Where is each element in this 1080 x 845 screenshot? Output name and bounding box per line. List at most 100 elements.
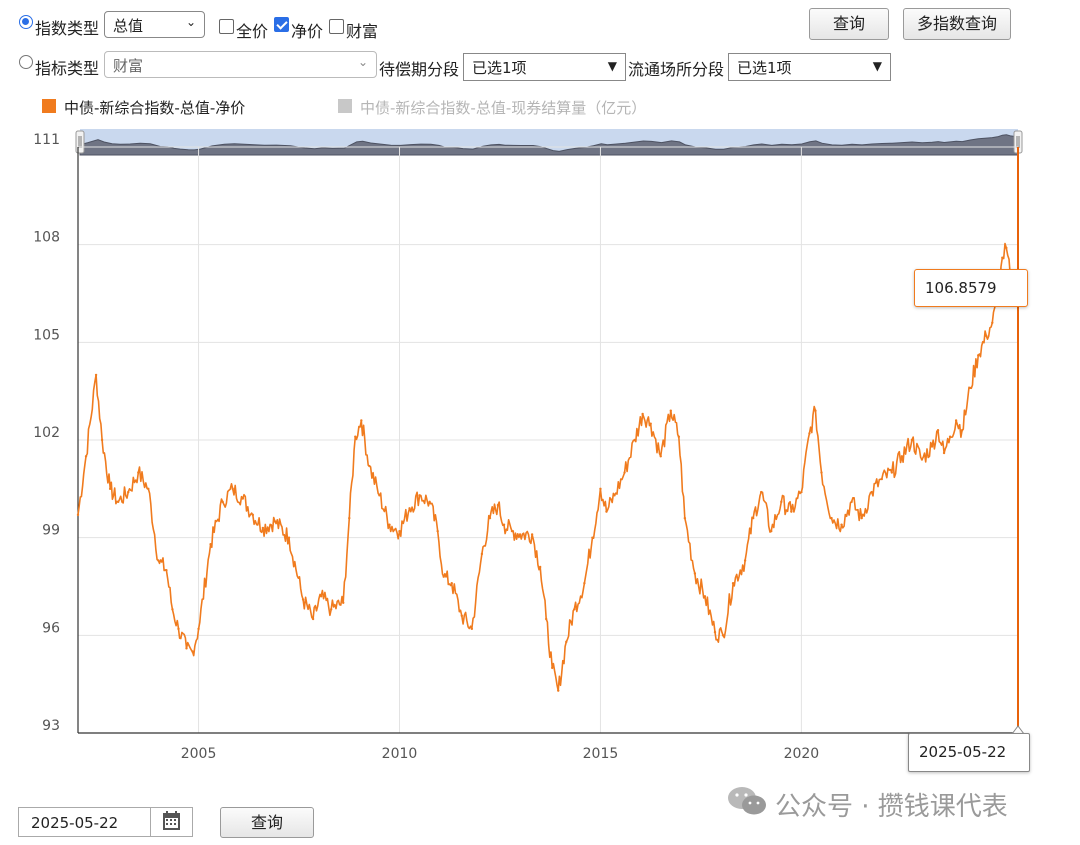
data-point xyxy=(530,533,534,536)
y-tick-label: 96 xyxy=(42,620,60,636)
data-point xyxy=(599,487,602,491)
data-point xyxy=(408,507,411,510)
index-type-radio[interactable] xyxy=(19,15,33,29)
data-point xyxy=(850,500,853,504)
data-point xyxy=(641,412,644,416)
checkbox-wealth[interactable] xyxy=(329,19,344,34)
data-point xyxy=(790,510,793,513)
calendar-icon[interactable] xyxy=(150,808,193,836)
y-tick-label: 102 xyxy=(33,425,60,441)
legend-swatch-net-price[interactable] xyxy=(42,99,56,113)
data-point xyxy=(502,523,506,526)
checkbox-net-price[interactable] xyxy=(274,17,289,32)
data-point xyxy=(544,617,548,621)
data-point xyxy=(703,595,707,598)
navigator-handle-left[interactable] xyxy=(75,130,85,154)
data-point xyxy=(960,429,964,432)
data-point xyxy=(84,455,88,458)
data-point xyxy=(731,582,735,585)
data-point xyxy=(954,419,958,422)
y-axis: 93 96 99 102 105 108 111 xyxy=(33,132,60,734)
data-point xyxy=(1001,256,1004,259)
query-button[interactable]: 查询 xyxy=(809,8,889,40)
data-point xyxy=(273,520,277,523)
data-point xyxy=(301,598,305,601)
y-tick-label: 111 xyxy=(33,132,60,148)
data-point xyxy=(870,490,873,494)
indicator-type-select[interactable]: 财富 ⌄ xyxy=(104,51,377,78)
legend-label-volume[interactable]: 中债-新综合指数-总值-现券结算量（亿元） xyxy=(360,99,647,117)
data-point xyxy=(368,464,371,468)
data-point xyxy=(538,565,542,569)
data-point xyxy=(759,490,763,494)
x-axis: 2005 2010 2015 2020 xyxy=(181,746,819,762)
data-point xyxy=(231,487,234,491)
data-point xyxy=(936,429,940,432)
data-point xyxy=(930,445,934,448)
data-point xyxy=(378,494,381,497)
y-tick-label: 105 xyxy=(33,327,60,343)
data-point xyxy=(100,438,104,442)
data-point xyxy=(920,458,924,461)
data-point xyxy=(985,334,988,338)
data-point xyxy=(418,494,421,497)
data-point xyxy=(116,500,120,504)
tooltip-value: 106.8579 xyxy=(914,269,1028,307)
y-tick-label: 93 xyxy=(42,718,60,734)
index-type-select[interactable]: 总值 ⌄ xyxy=(104,11,205,38)
data-point xyxy=(311,617,315,621)
legend-swatch-volume[interactable] xyxy=(338,99,352,113)
data-point xyxy=(649,422,652,425)
navigator[interactable] xyxy=(75,129,1023,156)
data-point xyxy=(669,409,672,412)
multi-index-query-button[interactable]: 多指数查询 xyxy=(903,8,1011,40)
data-point xyxy=(693,572,697,575)
chevron-down-icon: ⌄ xyxy=(185,15,196,29)
data-point xyxy=(108,487,112,491)
data-point xyxy=(721,634,725,637)
data-point xyxy=(830,516,833,520)
date-input-value: 2025-05-22 xyxy=(31,814,119,832)
x-tick-label: 2005 xyxy=(181,746,217,762)
wechat-icon xyxy=(728,787,766,815)
data-point xyxy=(573,608,576,611)
legend-label-net-price[interactable]: 中债-新综合指数-总值-净价 xyxy=(64,99,246,117)
checkbox-full-price[interactable] xyxy=(219,19,234,34)
maturity-select[interactable]: 已选1项 ▼ xyxy=(463,53,626,81)
data-point xyxy=(171,608,174,611)
data-point xyxy=(880,477,883,481)
data-point xyxy=(460,614,463,617)
date-input[interactable]: 2025-05-22 xyxy=(18,807,193,837)
data-point xyxy=(354,435,357,438)
venue-select[interactable]: 已选1项 ▼ xyxy=(728,53,891,81)
y-tick-label: 99 xyxy=(42,523,60,539)
data-point xyxy=(613,494,616,497)
data-point xyxy=(191,650,194,653)
data-point xyxy=(287,536,291,539)
data-point xyxy=(496,503,500,507)
data-point xyxy=(677,435,681,438)
data-point xyxy=(800,490,803,494)
data-point xyxy=(977,354,980,357)
indicator-type-selected: 财富 xyxy=(113,57,144,75)
venue-label: 流通场所分段 xyxy=(628,60,725,79)
data-point xyxy=(137,471,140,474)
data-point xyxy=(342,601,345,604)
y-tick-label: 108 xyxy=(33,230,60,246)
data-point xyxy=(948,435,952,438)
data-point xyxy=(510,529,514,533)
checkbox-net-price-label: 净价 xyxy=(291,22,324,41)
navigator-series xyxy=(79,134,1019,156)
indicator-type-label: 指标类型 xyxy=(35,59,100,78)
series-line-0[interactable] xyxy=(77,242,1019,692)
watermark-text: 公众号 · 攒钱课代表 xyxy=(775,792,1008,822)
indicator-type-radio[interactable] xyxy=(19,55,33,69)
checkbox-wealth-label: 财富 xyxy=(346,22,379,41)
data-point xyxy=(583,582,586,585)
data-point xyxy=(470,627,474,631)
data-point xyxy=(1005,246,1008,250)
data-point xyxy=(127,490,130,494)
bottom-query-button[interactable]: 查询 xyxy=(220,807,314,838)
data-point xyxy=(261,526,265,530)
venue-selected: 已选1项 xyxy=(737,59,792,77)
